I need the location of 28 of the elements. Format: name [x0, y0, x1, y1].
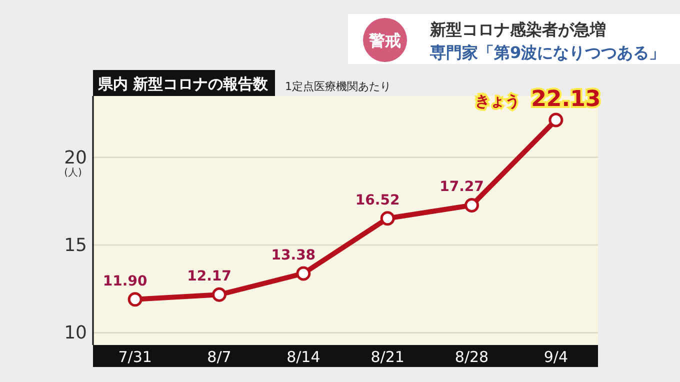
- annotation: きょう: [474, 92, 520, 110]
- x-tick-label: 8/7: [207, 348, 232, 366]
- point: [548, 112, 564, 128]
- point: [380, 211, 395, 226]
- point: [212, 287, 226, 302]
- text: 専門家「第9波になりつつある」: [429, 43, 666, 62]
- point: [464, 198, 479, 212]
- y-tick-label: 15: [64, 235, 87, 256]
- text: 新型コロナ感染者が急増: [429, 20, 606, 39]
- text: 13.38: [271, 247, 316, 264]
- chart-title: 県内 新型コロナの報告数: [97, 75, 270, 93]
- y-tick-label: 10: [64, 322, 87, 344]
- x-tick-label: 8/21: [370, 348, 404, 366]
- text: 16.52: [355, 192, 400, 208]
- point: [296, 266, 311, 281]
- x-tick-label: 8/14: [286, 348, 320, 366]
- x-tick-label: 8/28: [454, 348, 489, 366]
- x-tick-label: 9/4: [544, 348, 568, 366]
- text: 22.13: [531, 87, 601, 112]
- chart-subtitle: 1定点医療機関あたり: [285, 80, 391, 93]
- x-tick-label: 7/31: [118, 348, 152, 366]
- text: 17.27: [440, 179, 484, 196]
- text: 11.90: [102, 273, 148, 290]
- text: 12.17: [187, 268, 232, 285]
- y-tick-label: 20: [64, 147, 87, 168]
- y-axis-title: (人): [64, 167, 82, 178]
- point: [128, 292, 142, 307]
- text: 警戒: [368, 31, 401, 50]
